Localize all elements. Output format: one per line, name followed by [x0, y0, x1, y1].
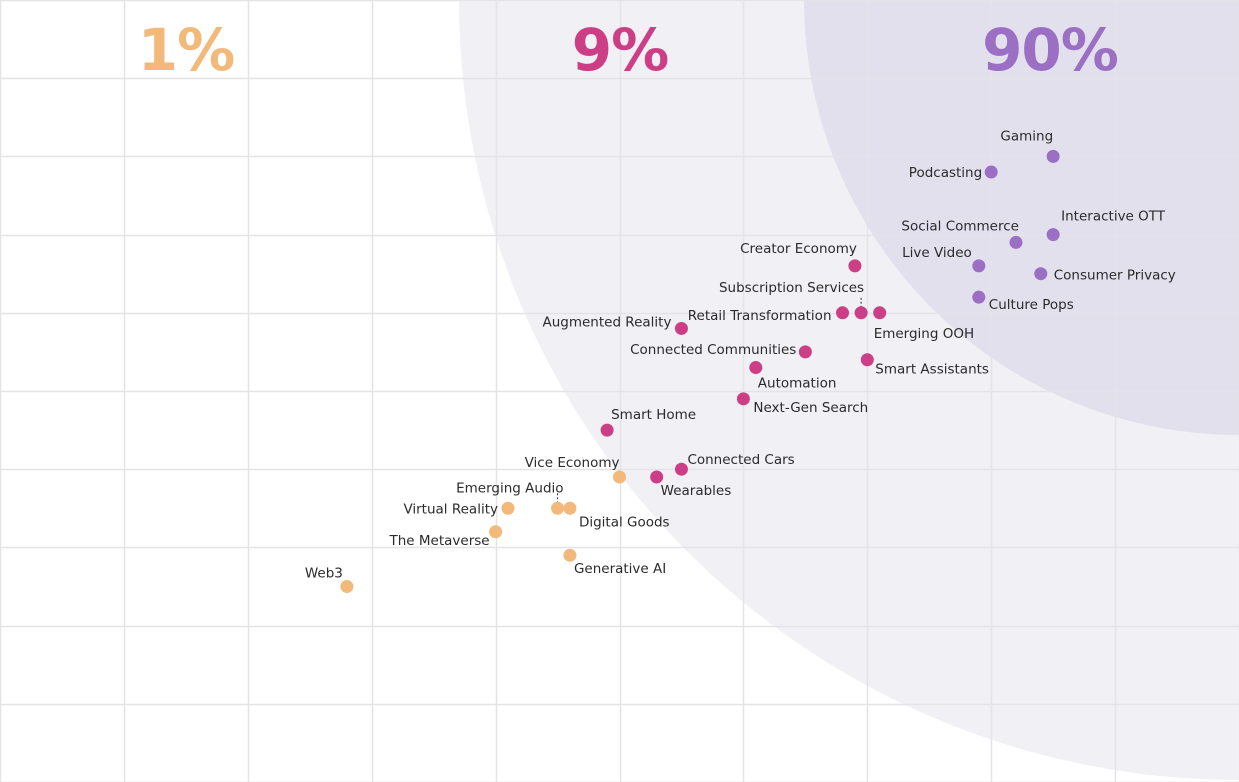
label-gaming: Gaming: [1000, 128, 1053, 144]
label-connected-communities: Connected Communities: [630, 342, 796, 358]
zone-90-percent: [804, 0, 1239, 435]
point-interactive-ott: [1046, 228, 1060, 242]
label-podcasting: Podcasting: [909, 165, 982, 181]
point-emerging-ooh: [873, 306, 887, 320]
label-smart-assistants: Smart Assistants: [875, 362, 989, 378]
point-the-metaverse: [489, 525, 503, 539]
point-creator-economy: [848, 259, 862, 273]
point-gaming: [1046, 149, 1060, 163]
label-augmented-reality: Augmented Reality: [542, 314, 671, 330]
label-retail-transformation: Retail Transformation: [688, 308, 832, 324]
point-live-video: [972, 259, 986, 273]
point-subscription-services: [854, 306, 868, 320]
label-next-gen-search: Next-Gen Search: [753, 400, 868, 416]
data-points: Web3 The Metaverse Virtual Reality Emerging…: [305, 128, 1176, 593]
point-generative-ai: [563, 548, 577, 562]
tier-header-1: 1%: [138, 16, 234, 84]
point-smart-home: [600, 423, 614, 437]
label-emerging-audio: Emerging Audio: [456, 480, 563, 496]
label-virtual-reality: Virtual Reality: [403, 501, 498, 517]
point-smart-assistants: [860, 353, 874, 367]
point-consumer-privacy: [1034, 267, 1048, 281]
label-culture-pops: Culture Pops: [989, 297, 1074, 313]
point-connected-cars: [674, 462, 688, 476]
label-interactive-ott: Interactive OTT: [1061, 209, 1166, 225]
point-wearables: [650, 470, 664, 484]
tier-headers: 1% 9% 90%: [138, 16, 1119, 84]
point-connected-communities: [798, 345, 812, 359]
point-podcasting: [984, 165, 998, 179]
point-digital-goods: [563, 501, 577, 515]
label-emerging-ooh: Emerging OOH: [874, 326, 974, 342]
point-emerging-audio: [551, 501, 565, 515]
point-next-gen-search: [736, 392, 750, 406]
label-the-metaverse: The Metaverse: [388, 533, 489, 549]
label-wearables: Wearables: [661, 483, 732, 499]
point-virtual-reality: [501, 501, 515, 515]
point-social-commerce: [1009, 235, 1023, 249]
label-creator-economy: Creator Economy: [740, 241, 857, 257]
adoption-zones: [459, 0, 1239, 780]
point-automation: [749, 361, 763, 375]
tier-header-9: 9%: [572, 16, 668, 84]
label-web3: Web3: [305, 566, 343, 582]
label-connected-cars: Connected Cars: [687, 452, 794, 468]
label-vice-economy: Vice Economy: [525, 455, 620, 471]
tier-header-90: 90%: [982, 16, 1118, 84]
point-augmented-reality: [674, 321, 688, 335]
label-subscription-services: Subscription Services: [719, 280, 864, 296]
label-live-video: Live Video: [902, 245, 972, 261]
point-web3: [340, 580, 354, 593]
label-smart-home: Smart Home: [611, 407, 696, 423]
point-retail-transformation: [836, 306, 850, 320]
label-automation: Automation: [758, 376, 837, 392]
label-generative-ai: Generative AI: [574, 561, 666, 577]
label-digital-goods: Digital Goods: [579, 514, 670, 530]
label-social-commerce: Social Commerce: [901, 218, 1019, 234]
point-vice-economy: [613, 470, 626, 484]
label-consumer-privacy: Consumer Privacy: [1054, 268, 1176, 284]
point-culture-pops: [972, 290, 986, 304]
